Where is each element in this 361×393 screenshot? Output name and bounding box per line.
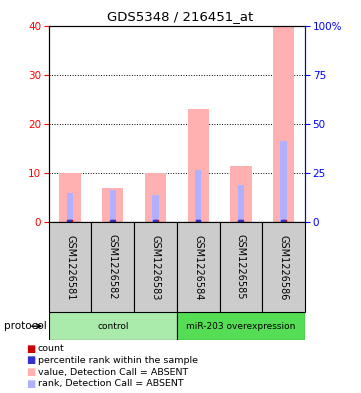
Text: GSM1226585: GSM1226585 [236, 235, 246, 300]
Bar [145, 173, 166, 222]
Text: GSM1226581: GSM1226581 [65, 235, 75, 300]
Bar [188, 109, 209, 222]
Text: control: control [97, 322, 129, 331]
Bar [49, 312, 177, 340]
Bar [280, 141, 287, 222]
Bar [152, 195, 159, 222]
Bar [110, 190, 116, 222]
Text: ■: ■ [26, 355, 35, 365]
Bar [49, 222, 91, 312]
Text: ■: ■ [26, 367, 35, 377]
Text: ■: ■ [26, 379, 35, 389]
Text: protocol: protocol [4, 321, 46, 331]
Text: GSM1226583: GSM1226583 [151, 235, 161, 300]
Text: percentile rank within the sample: percentile rank within the sample [38, 356, 198, 365]
Bar [134, 222, 177, 312]
Bar [177, 312, 305, 340]
Bar [67, 193, 73, 222]
Bar [195, 171, 201, 222]
Text: rank, Detection Call = ABSENT: rank, Detection Call = ABSENT [38, 380, 183, 388]
Bar [102, 187, 123, 222]
Text: miR-203 overexpression: miR-203 overexpression [186, 322, 296, 331]
Text: GSM1226584: GSM1226584 [193, 235, 203, 300]
Text: ■: ■ [26, 343, 35, 354]
Text: GDS5348 / 216451_at: GDS5348 / 216451_at [107, 10, 254, 23]
Bar [238, 185, 244, 222]
Bar [60, 173, 81, 222]
Bar [219, 222, 262, 312]
Bar [91, 222, 134, 312]
Text: GSM1226586: GSM1226586 [279, 235, 289, 300]
Bar [262, 222, 305, 312]
Bar [177, 222, 219, 312]
Text: value, Detection Call = ABSENT: value, Detection Call = ABSENT [38, 368, 188, 376]
Text: count: count [38, 344, 65, 353]
Bar [230, 165, 252, 222]
Text: GSM1226582: GSM1226582 [108, 235, 118, 300]
Bar [273, 26, 294, 222]
